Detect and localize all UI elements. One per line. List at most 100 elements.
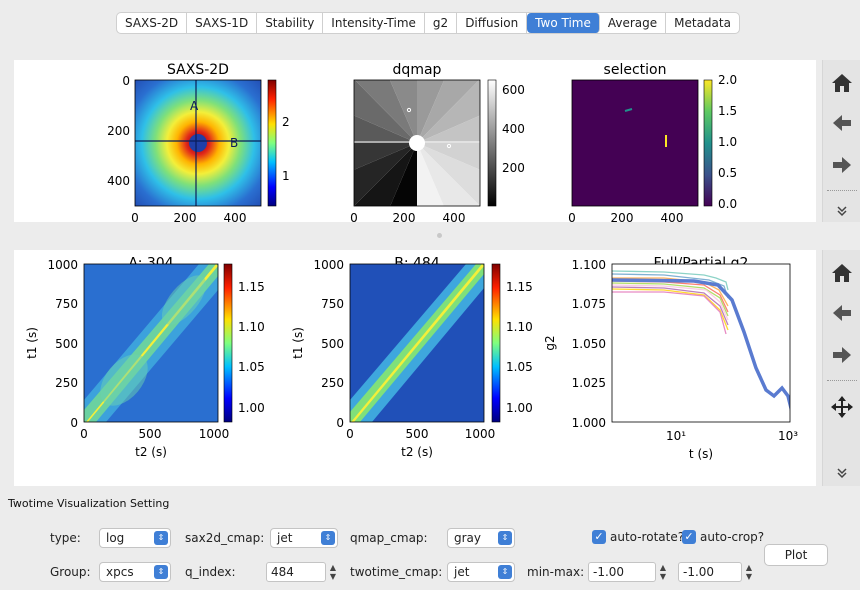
dqmap-colorbar bbox=[487, 79, 497, 207]
saxs2d-colorbar bbox=[267, 79, 277, 207]
top-plot-toolbar bbox=[822, 60, 860, 222]
saxs2d-xtick-0: 0 bbox=[131, 211, 139, 222]
tab-bar: SAXS-2D SAXS-1D Stability Intensity-Time… bbox=[116, 12, 740, 34]
max-spinbox[interactable]: -1.00 ▲ ▼ bbox=[678, 562, 752, 582]
dqmap-image bbox=[354, 80, 480, 206]
min-spinbox[interactable]: -1.00 ▲ ▼ bbox=[588, 562, 666, 582]
twotime-cmap-value: jet bbox=[454, 565, 470, 579]
spin-arrows-icon[interactable]: ▲ ▼ bbox=[659, 563, 667, 581]
selection-title: selection bbox=[604, 62, 667, 78]
twotime-b-ytick-250: 250 bbox=[321, 376, 344, 390]
double-chevron-down-icon[interactable] bbox=[829, 198, 855, 224]
group-select[interactable]: xpcs ⇕ bbox=[99, 562, 171, 582]
twotime-cmap-label: twotime_cmap: bbox=[350, 565, 443, 579]
tab-diffusion[interactable]: Diffusion bbox=[457, 13, 528, 33]
dqmap-cbar-tick-600: 600 bbox=[502, 83, 525, 97]
qmap-cmap-value: gray bbox=[454, 531, 482, 545]
tab-intensity-time[interactable]: Intensity-Time bbox=[323, 13, 425, 33]
spin-arrows-icon[interactable]: ▲ ▼ bbox=[329, 563, 337, 581]
sax2d-cmap-select[interactable]: jet ⇕ bbox=[270, 528, 338, 548]
panel-splitter-handle[interactable] bbox=[437, 233, 442, 238]
tab-average[interactable]: Average bbox=[600, 13, 667, 33]
saxs2d-ytick-0: 0 bbox=[122, 74, 130, 88]
twotime-b-ylabel: t1 (s) bbox=[291, 327, 305, 359]
twotime-b-ytick-500: 500 bbox=[321, 337, 344, 351]
twotime-a-cbar-tick-1.05: 1.05 bbox=[238, 360, 265, 374]
plot-button[interactable]: Plot bbox=[764, 544, 828, 566]
q-index-value: 484 bbox=[271, 565, 294, 579]
max-value: -1.00 bbox=[683, 565, 715, 579]
dqmap-xtick-400: 400 bbox=[443, 211, 466, 222]
arrow-left-icon[interactable] bbox=[829, 110, 855, 136]
selection-cbar-tick-1.0: 1.0 bbox=[718, 135, 737, 149]
chevron-updown-icon: ⇕ bbox=[321, 531, 335, 545]
tab-metadata[interactable]: Metadata bbox=[674, 16, 731, 30]
twotime-b-colorbar bbox=[491, 263, 501, 423]
min-max-label: min-max: bbox=[527, 565, 585, 579]
chevron-updown-icon: ⇕ bbox=[498, 531, 512, 545]
twotime-a-image bbox=[84, 264, 218, 422]
selection-cbar-tick-0.5: 0.5 bbox=[718, 166, 737, 180]
tab-saxs-1d[interactable]: SAXS-1D bbox=[187, 13, 258, 33]
saxs2d-ytick-200: 200 bbox=[107, 124, 130, 138]
twotime-b-xtick-0: 0 bbox=[346, 427, 354, 441]
qmap-cmap-select[interactable]: gray ⇕ bbox=[447, 528, 515, 548]
auto-rotate-checkbox[interactable]: ✓ auto-rotate? bbox=[592, 530, 684, 544]
double-chevron-down-icon[interactable] bbox=[829, 460, 855, 486]
spin-arrows-icon[interactable]: ▲ ▼ bbox=[745, 563, 753, 581]
dqmap-xtick-0: 0 bbox=[350, 211, 358, 222]
tab-two-time[interactable]: Two Time bbox=[527, 13, 600, 33]
twotime-a-ytick-1000: 1000 bbox=[47, 258, 78, 272]
twotime-a-cbar-tick-1.15: 1.15 bbox=[238, 280, 265, 294]
twotime-b-image bbox=[350, 264, 484, 422]
type-select[interactable]: log ⇕ bbox=[99, 528, 171, 548]
twotime-b-cbar-tick-1.15: 1.15 bbox=[506, 280, 533, 294]
tab-stability[interactable]: Stability bbox=[257, 13, 324, 33]
auto-crop-checkbox[interactable]: ✓ auto-crop? bbox=[682, 530, 764, 544]
min-value: -1.00 bbox=[593, 565, 625, 579]
g2-ytick-1.075: 1.075 bbox=[572, 297, 606, 311]
g2-curves bbox=[612, 270, 790, 412]
twotime-cmap-select[interactable]: jet ⇕ bbox=[447, 562, 515, 582]
selection-image bbox=[571, 79, 699, 207]
chevron-updown-icon: ⇕ bbox=[154, 531, 168, 545]
g2-ylabel: g2 bbox=[543, 335, 557, 350]
twotime-a-ytick-500: 500 bbox=[55, 337, 78, 351]
saxs2d-title: SAXS-2D bbox=[167, 62, 229, 78]
g2-ytick-1.050: 1.050 bbox=[572, 337, 606, 351]
saxs2d-label-a: A bbox=[190, 99, 199, 113]
twotime-b-ytick-750: 750 bbox=[321, 297, 344, 311]
g2-ytick-1.025: 1.025 bbox=[572, 376, 606, 390]
tab-saxs-2d[interactable]: SAXS-2D bbox=[117, 13, 188, 33]
q-index-spinbox[interactable]: 484 ▲ ▼ bbox=[266, 562, 336, 582]
g2-xtick-10-3: 10³ bbox=[778, 429, 798, 443]
g2-ytick-1.100: 1.100 bbox=[572, 258, 606, 272]
g2-xlabel: t (s) bbox=[689, 447, 713, 461]
arrow-right-icon[interactable] bbox=[829, 342, 855, 368]
home-icon[interactable] bbox=[829, 260, 855, 286]
twotime-a-xlabel: t2 (s) bbox=[135, 445, 167, 459]
twotime-a-ylabel: t1 (s) bbox=[25, 327, 39, 359]
move-arrows-icon[interactable] bbox=[829, 394, 855, 420]
top-figure-canvas[interactable]: SAXS-2D A B 0 200 400 0 200 400 2 1 dqma… bbox=[14, 60, 816, 222]
qmap-cmap-label: qmap_cmap: bbox=[350, 531, 428, 545]
twotime-b-cbar-tick-1.05: 1.05 bbox=[506, 360, 533, 374]
twotime-b-cbar-tick-1.10: 1.10 bbox=[506, 320, 533, 334]
selection-cbar-tick-1.5: 1.5 bbox=[718, 104, 737, 118]
arrow-left-icon[interactable] bbox=[829, 300, 855, 326]
twotime-a-xtick-500: 500 bbox=[139, 427, 162, 441]
selection-xtick-200: 200 bbox=[611, 211, 634, 222]
twotime-a-cbar-tick-1.10: 1.10 bbox=[238, 320, 265, 334]
home-icon[interactable] bbox=[829, 70, 855, 96]
twotime-b-xtick-500: 500 bbox=[406, 427, 429, 441]
saxs2d-label-b: B bbox=[230, 136, 238, 150]
checkmark-icon: ✓ bbox=[592, 530, 606, 544]
arrow-right-icon[interactable] bbox=[829, 152, 855, 178]
twotime-b-ytick-1000: 1000 bbox=[313, 258, 344, 272]
saxs2d-ytick-400: 400 bbox=[107, 174, 130, 188]
g2-ytick-1.000: 1.000 bbox=[572, 416, 606, 430]
bottom-figure-canvas[interactable]: A: 304 1000 750 500 250 0 t1 (s) 0 500 1… bbox=[14, 250, 816, 486]
tab-g2[interactable]: g2 bbox=[425, 13, 458, 33]
twotime-settings-panel: type: log ⇕ sax2d_cmap: jet ⇕ qmap_cmap:… bbox=[14, 512, 846, 586]
group-select-value: xpcs bbox=[106, 565, 134, 579]
